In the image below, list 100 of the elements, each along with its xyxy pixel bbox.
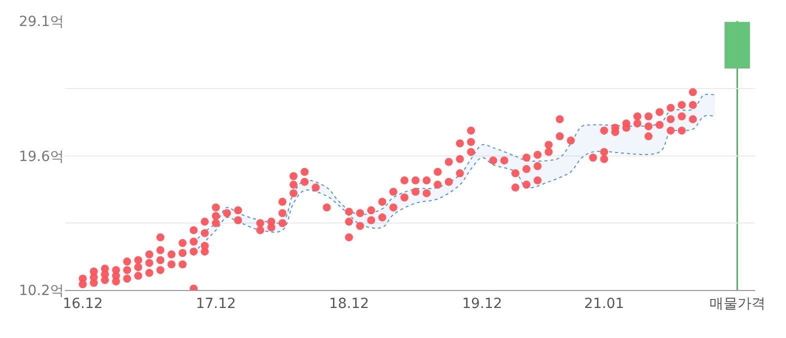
point (456, 169, 464, 178)
y-tick-label: 19.6억 (18, 149, 64, 166)
point (534, 176, 542, 184)
point (134, 272, 142, 280)
point (378, 213, 386, 222)
point (300, 178, 309, 186)
point (412, 188, 420, 196)
point (78, 280, 87, 288)
point (611, 128, 620, 136)
point (534, 150, 542, 159)
point (112, 277, 120, 286)
point (356, 209, 364, 218)
point (134, 256, 142, 264)
point (145, 258, 154, 267)
point (234, 206, 242, 214)
point (212, 212, 220, 220)
point (467, 138, 476, 146)
point (344, 218, 353, 226)
point (688, 100, 697, 109)
point (678, 100, 686, 109)
point (656, 108, 664, 116)
point (444, 178, 453, 186)
point (356, 222, 364, 230)
x-tick-label: 매물가격 (709, 296, 766, 312)
point (556, 115, 564, 124)
point (212, 219, 220, 228)
point (290, 189, 298, 198)
point (678, 126, 686, 135)
point (200, 218, 209, 226)
point (190, 248, 198, 256)
point (156, 266, 164, 274)
point (666, 104, 675, 112)
point (522, 165, 530, 174)
point (666, 126, 675, 135)
point (278, 209, 286, 218)
point (688, 115, 697, 124)
point (378, 198, 386, 206)
point (168, 250, 176, 258)
x-tick-label: 18.12 (328, 296, 370, 312)
point (234, 216, 242, 224)
point (644, 112, 652, 120)
point (156, 256, 164, 264)
point (178, 248, 187, 257)
point (556, 132, 564, 140)
point (544, 148, 553, 156)
point (200, 229, 209, 238)
point (190, 226, 198, 234)
point (688, 88, 697, 96)
point (290, 172, 298, 180)
point (367, 216, 376, 224)
point (256, 226, 264, 234)
point (522, 180, 530, 189)
point (422, 176, 431, 184)
point (434, 180, 442, 189)
point (566, 136, 575, 145)
point (434, 168, 442, 176)
point (145, 250, 154, 258)
point (678, 112, 686, 120)
point (90, 278, 98, 287)
point (212, 203, 220, 212)
point (389, 203, 398, 212)
point (467, 148, 476, 156)
point (267, 223, 276, 232)
point (511, 169, 520, 178)
point (300, 168, 309, 176)
point (190, 238, 198, 246)
point (145, 268, 154, 277)
point (156, 233, 164, 242)
point (622, 124, 630, 132)
point (633, 112, 642, 120)
point (633, 119, 642, 128)
point (412, 176, 420, 184)
point (278, 219, 286, 228)
x-tick-label: 21.01 (584, 296, 624, 312)
x-tick-label: 19.12 (462, 296, 502, 312)
point (600, 148, 608, 156)
point (123, 258, 132, 266)
x-tick-label: 16.12 (62, 296, 103, 312)
point (290, 180, 298, 189)
point (178, 239, 187, 248)
point (322, 203, 331, 212)
point (400, 176, 408, 184)
point (400, 193, 408, 202)
point (544, 140, 553, 149)
point (666, 115, 675, 124)
point (134, 263, 142, 272)
point (589, 154, 598, 162)
point (456, 155, 464, 164)
point (200, 248, 209, 256)
point (178, 260, 187, 268)
point (344, 208, 353, 216)
point (511, 184, 520, 192)
y-tick-label: 10.2억 (18, 282, 64, 299)
point (123, 274, 132, 283)
point (422, 189, 431, 198)
point (278, 198, 286, 206)
point (522, 154, 530, 162)
point (123, 266, 132, 274)
point (222, 209, 231, 218)
point (656, 120, 664, 129)
